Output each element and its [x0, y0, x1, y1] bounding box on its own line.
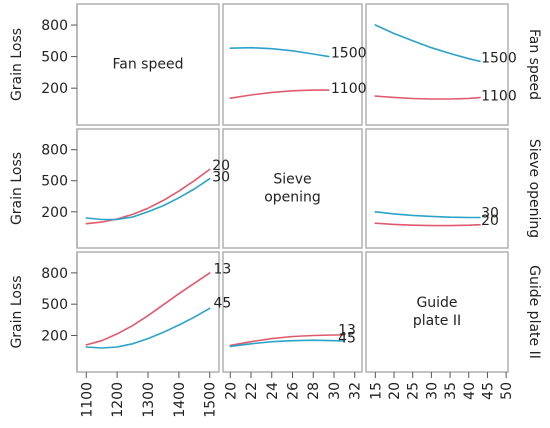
panel-frame-r0-c1: [222, 3, 363, 126]
x-tick-label: 1200: [110, 382, 126, 418]
y-tick-label: 800: [41, 143, 68, 159]
row-title-2: Guide plate II: [526, 265, 542, 359]
series-line-13-r2-c0: [85, 272, 211, 346]
y-axis-label: Grain Loss: [9, 152, 25, 225]
x-tick-label: 40: [462, 382, 478, 400]
panel-frame-r2-c0: [76, 251, 220, 373]
x-tick-label: 26: [286, 382, 302, 400]
x-tick-label: 1300: [141, 382, 157, 418]
y-tick-label: 500: [41, 50, 68, 66]
series-label-13: 13: [338, 323, 356, 339]
x-tick-label: 50: [499, 382, 515, 400]
row-title-1: Sieve opening: [526, 139, 542, 238]
panel-frame-r0-c2: [365, 3, 509, 126]
series-line-45-r2-c0: [85, 307, 211, 349]
panel-frame-r2-c1: [222, 251, 363, 373]
x-tick-label: 22: [244, 382, 260, 400]
y-tick-label: 500: [41, 297, 68, 313]
series-line-1100-r0-c1: [229, 89, 330, 99]
y-tick-label: 200: [41, 81, 68, 97]
series-line-20-r1-c0: [85, 168, 211, 225]
x-tick-label: 1500: [203, 382, 219, 418]
x-tick-label: 45: [480, 382, 496, 400]
series-line-1500-r0-c2: [374, 24, 481, 63]
series-line-30-r1-c2: [374, 211, 481, 219]
y-axis-label: Grain Loss: [9, 28, 25, 101]
series-label-30: 30: [212, 170, 230, 186]
series-line-45-r2-c1: [229, 339, 346, 348]
x-tick-label: 20: [387, 382, 403, 400]
x-tick-label: 30: [327, 382, 343, 400]
factor-label-1: opening: [264, 190, 321, 206]
y-axis-label: Grain Loss: [9, 275, 25, 348]
panel-frame-r1-c2: [365, 128, 509, 249]
factor-label-2: plate II: [413, 313, 461, 329]
series-label-1100: 1100: [331, 81, 367, 97]
y-tick-label: 800: [41, 18, 68, 34]
factor-label-1: Sieve: [273, 172, 311, 188]
x-tick-label: 28: [306, 382, 322, 400]
series-line-1500-r0-c1: [229, 46, 330, 58]
panel-frame-r1-c0: [76, 128, 220, 249]
x-tick-label: 24: [265, 382, 281, 400]
y-tick-label: 500: [41, 174, 68, 190]
x-tick-label: 1100: [79, 382, 95, 418]
series-line-13-r2-c1: [229, 334, 346, 347]
factor-label-2: Guide: [416, 295, 457, 311]
panel-frame-r2-c2: [365, 251, 509, 373]
x-tick-label: 32: [348, 382, 364, 400]
series-label-1500: 1500: [481, 51, 517, 67]
series-label-45: 45: [213, 296, 231, 312]
series-label-13: 13: [213, 262, 231, 278]
x-tick-label: 1400: [172, 382, 188, 418]
y-tick-label: 200: [41, 205, 68, 221]
panel-frame-r1-c1: [222, 128, 363, 249]
series-label-20: 20: [481, 213, 499, 229]
x-tick-label: 15: [368, 382, 384, 400]
y-tick-label: 200: [41, 328, 68, 344]
series-label-20: 20: [212, 158, 230, 174]
x-tick-label: 20: [223, 382, 239, 400]
row-title-0: Fan speed: [526, 29, 542, 100]
series-label-1100: 1100: [481, 89, 517, 105]
y-tick-label: 800: [41, 266, 68, 282]
x-tick-label: 25: [406, 382, 422, 400]
series-line-1100-r0-c2: [374, 95, 481, 100]
x-tick-label: 35: [443, 382, 459, 400]
factor-label-0: Fan speed: [113, 57, 184, 73]
series-line-30-r1-c0: [85, 177, 211, 221]
series-label-1500: 1500: [331, 45, 367, 61]
series-label-45: 45: [338, 331, 356, 347]
x-tick-label: 30: [424, 382, 440, 400]
series-line-20-r1-c2: [374, 222, 481, 227]
series-label-30: 30: [481, 205, 499, 221]
